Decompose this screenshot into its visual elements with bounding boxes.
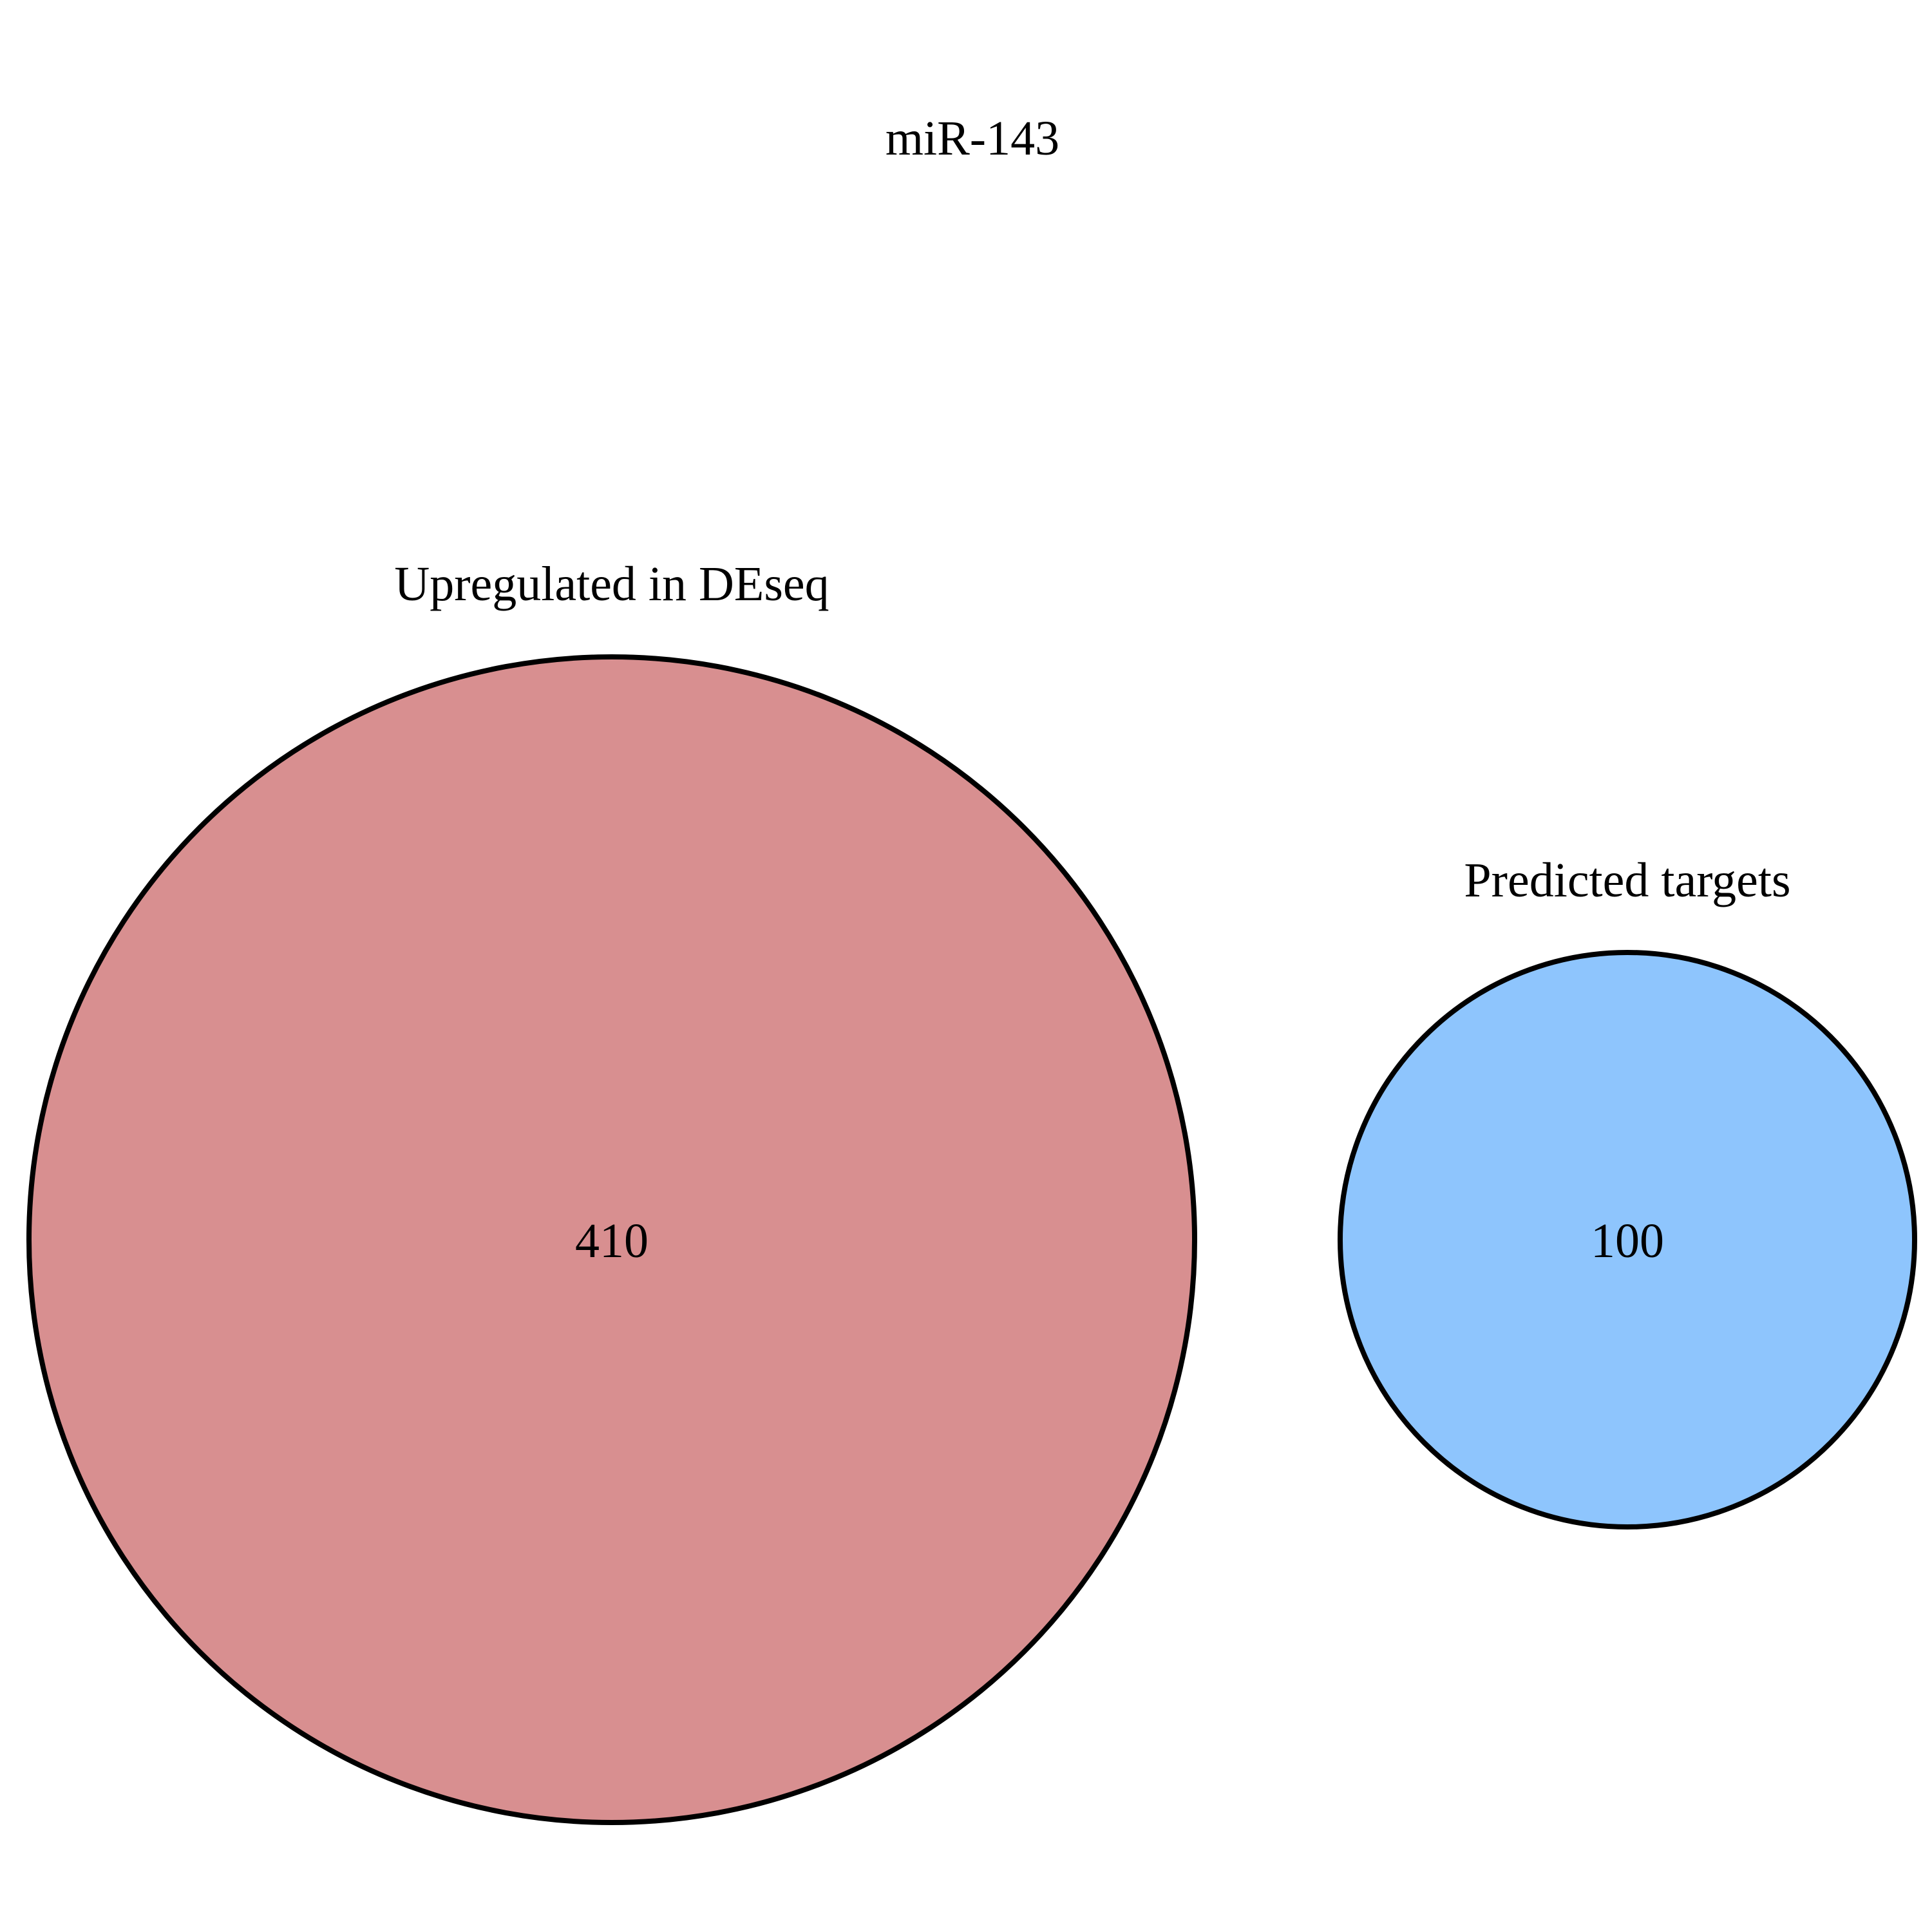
set-predicted-circle [1338,950,1917,1530]
set-predicted-count: 100 [1591,1214,1664,1268]
set-upregulated-label: Upregulated in DEseq [394,557,829,611]
set-predicted-label: Predicted targets [1464,853,1790,907]
diagram-title: miR-143 [886,111,1059,166]
set-upregulated-count: 410 [575,1214,649,1268]
set-upregulated-circle [26,654,1197,1825]
set-upregulated-group: Upregulated in DEseq 410 [26,557,1197,1825]
set-predicted-group: Predicted targets 100 [1338,853,1917,1530]
